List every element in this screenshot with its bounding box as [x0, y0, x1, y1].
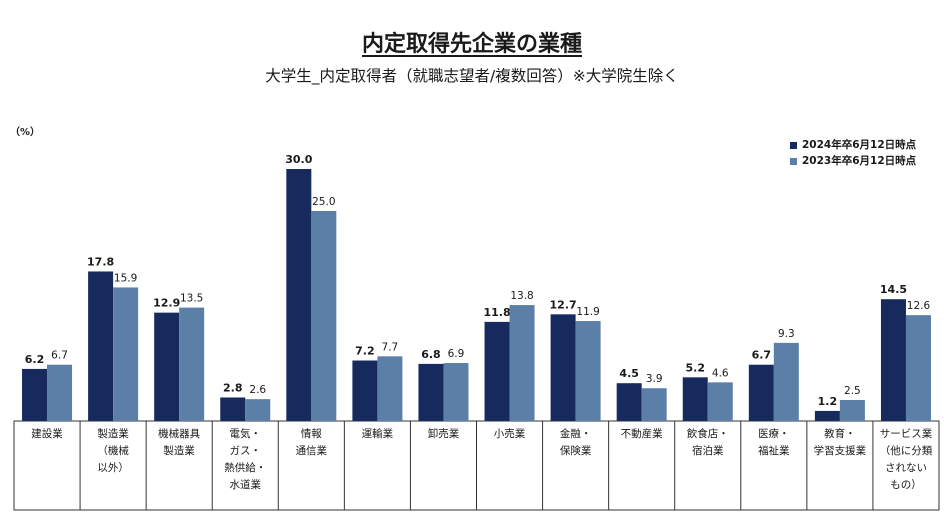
category-label: 情報	[301, 427, 322, 440]
bar-2024	[880, 299, 906, 421]
legend-item-2023: 2023年卒6月12日時点	[790, 153, 916, 169]
data-label-2023: 3.9	[646, 373, 663, 385]
data-label-2023: 25.0	[312, 196, 335, 208]
data-label-2024: 6.7	[752, 349, 772, 362]
category-label: 保険業	[560, 444, 592, 457]
category-label: 小売業	[494, 427, 526, 440]
category-label: サービス業	[880, 427, 933, 440]
legend-swatch-2023	[790, 157, 797, 165]
category-label: 教育・	[824, 427, 856, 440]
data-label-2024: 12.9	[153, 297, 180, 310]
bar-2023	[113, 287, 139, 421]
data-label-2023: 11.9	[576, 306, 599, 318]
bar-2023	[905, 315, 931, 421]
category-label: 製造業	[163, 444, 195, 457]
category-label: されない	[885, 462, 927, 474]
bar-2023	[245, 399, 271, 421]
bar-2023	[509, 305, 535, 421]
data-label-2024: 6.2	[25, 353, 45, 366]
data-label-2024: 12.7	[550, 298, 577, 311]
bar-2023	[311, 211, 337, 421]
bar-2024	[286, 169, 312, 421]
data-label-2023: 15.9	[114, 272, 137, 284]
bar-2023	[707, 382, 733, 421]
chart-title: 内定取得先企業の業種	[361, 32, 582, 57]
data-label-2023: 9.3	[778, 328, 795, 340]
bar-2024	[418, 363, 444, 421]
bar-2023	[47, 364, 73, 421]
data-label-2024: 11.8	[483, 306, 510, 319]
bar-2024	[22, 368, 48, 421]
category-label: 電気・	[230, 427, 262, 440]
category-label: 飲食店・	[687, 427, 729, 440]
data-label-2024: 17.8	[87, 255, 114, 268]
chart-subtitle: 大学生_内定取得者（就職志望者/複数回答）※大学院生除く	[265, 67, 679, 85]
bar-2024	[88, 271, 114, 421]
data-label-2024: 2.8	[223, 381, 243, 394]
category-label: 福祉業	[758, 444, 790, 457]
category-label: 宿泊業	[692, 444, 724, 457]
bar-2023	[773, 342, 799, 421]
category-label: 卸売業	[428, 427, 460, 440]
unit-label: （%）	[10, 127, 41, 138]
bar-2023	[443, 363, 469, 421]
category-label: 熱供給・	[224, 461, 266, 474]
bar-2023	[575, 321, 601, 421]
data-label-2024: 1.2	[818, 395, 838, 408]
bar-2024	[352, 360, 378, 421]
category-label: 運輸業	[362, 427, 394, 440]
category-label: もの）	[890, 479, 922, 491]
bar-2023	[377, 356, 403, 421]
data-label-2024: 30.0	[285, 153, 312, 166]
bar-2024	[682, 377, 708, 421]
bar-2024	[748, 364, 774, 421]
bar-2024	[484, 321, 510, 421]
data-label-2023: 6.7	[51, 350, 68, 362]
bar-2024	[220, 397, 246, 421]
category-label: 機械器具	[158, 427, 200, 440]
bar-2023	[839, 400, 865, 421]
bar-2023	[179, 307, 205, 421]
data-label-2023: 4.6	[712, 367, 729, 379]
data-label-2024: 14.5	[880, 283, 907, 296]
category-label: 建設業	[31, 427, 63, 440]
category-label: 学習支援業	[814, 444, 867, 457]
data-label-2024: 5.2	[686, 361, 706, 374]
category-label: （機械	[97, 444, 129, 457]
legend-item-2024: 2024年卒6月12日時点	[790, 137, 916, 153]
category-label: 以外）	[97, 462, 129, 474]
legend: 2024年卒6月12日時点 2023年卒6月12日時点	[790, 137, 916, 169]
bar-2024	[616, 383, 642, 421]
data-label-2023: 12.6	[907, 300, 931, 312]
category-label: ガス・	[230, 445, 262, 457]
category-label: （他に分類	[880, 444, 933, 457]
category-label: 通信業	[296, 444, 328, 457]
category-label: 不動産業	[621, 427, 663, 440]
bar-2023	[641, 388, 667, 421]
data-label-2024: 4.5	[619, 367, 639, 380]
legend-label-2024: 2024年卒6月12日時点	[802, 139, 917, 151]
legend-swatch-2024	[790, 141, 797, 149]
bar-2024	[550, 314, 576, 421]
data-label-2024: 6.8	[421, 348, 441, 361]
data-label-2024: 7.2	[355, 345, 375, 358]
data-label-2023: 2.5	[844, 385, 861, 397]
data-label-2023: 2.6	[249, 384, 266, 396]
bar-2024	[154, 312, 180, 421]
category-label: 金融・	[560, 427, 592, 440]
category-label: 医療・	[758, 427, 790, 440]
bar-2024	[814, 410, 840, 421]
data-label-2023: 13.5	[180, 293, 203, 305]
category-label: 製造業	[97, 427, 129, 440]
data-label-2023: 6.9	[448, 348, 465, 360]
data-label-2023: 7.7	[382, 341, 399, 353]
data-label-2023: 13.8	[510, 290, 533, 302]
category-label: 水道業	[230, 478, 262, 491]
legend-label-2023: 2023年卒6月12日時点	[802, 155, 917, 167]
